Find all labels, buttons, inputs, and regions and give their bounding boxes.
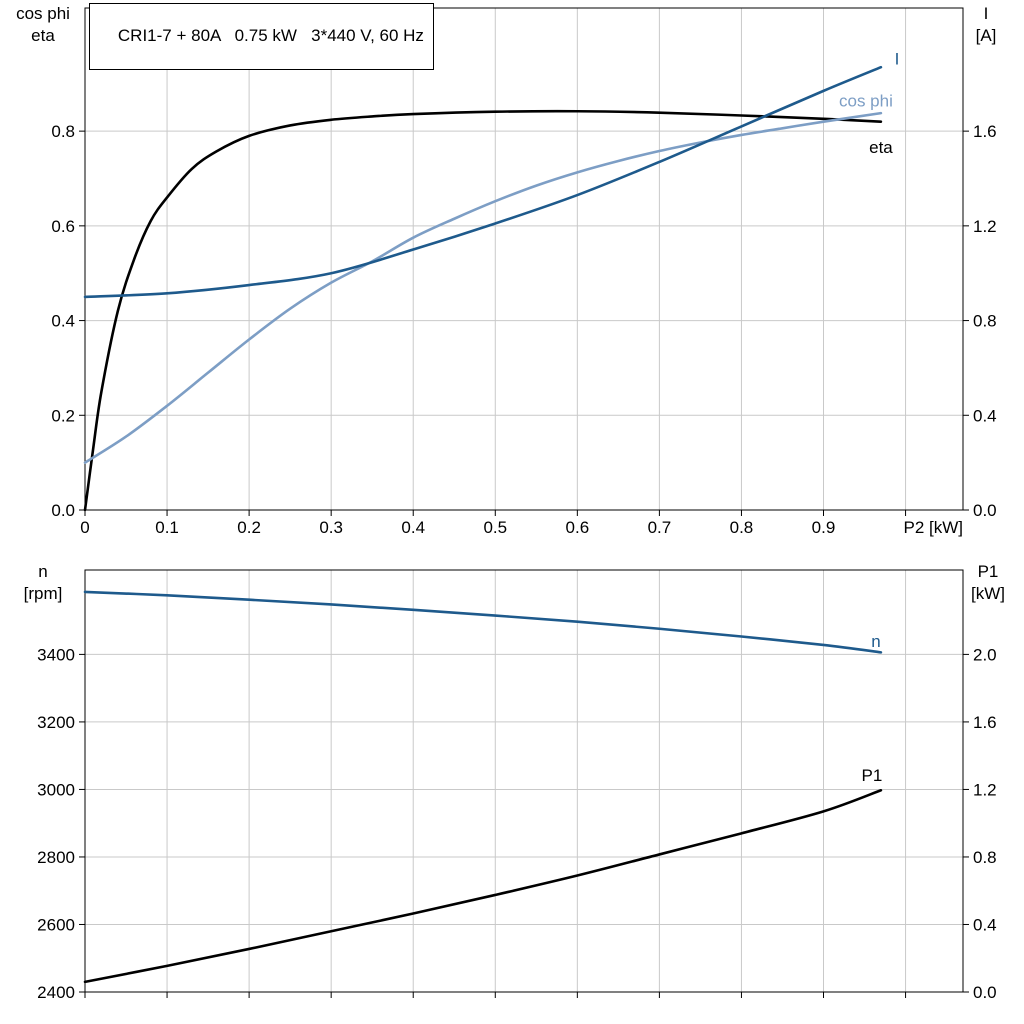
curve-cos-phi (83, 111, 883, 464)
top-left-axis-title: cos phi eta (2, 3, 84, 47)
curve-label-n: n (871, 632, 880, 651)
right-tick-label: 0.4 (973, 406, 997, 425)
right-tick-label: 1.6 (973, 122, 997, 141)
x-tick-label: 0.7 (648, 518, 672, 537)
bottom-right-axis-title: P1 [kW] (960, 561, 1016, 605)
right-tick-label: 0.4 (973, 915, 997, 934)
curve-label-cos-phi: cos phi (839, 92, 893, 111)
left-tick-label: 2800 (37, 848, 75, 867)
x-tick-label: 0.2 (237, 518, 261, 537)
left-tick-label: 0.2 (51, 406, 75, 425)
chart-title-box: CRI1-7 + 80A 0.75 kW 3*440 V, 60 Hz (89, 3, 434, 70)
left-tick-label: 3200 (37, 713, 75, 732)
tick-labels: 0.0 0.2 0.4 0.6 0.8 0.0 0.4 0.8 1.2 1.6 0 0.1 0.2 0.3… (51, 122, 996, 537)
x-tick-label: 0 (80, 518, 89, 537)
bottom-right-axis-title-line1: P1 (977, 562, 999, 581)
left-tick-label: 0.6 (51, 217, 75, 236)
curve-eta (83, 109, 883, 512)
x-tick-label: 0.9 (812, 518, 836, 537)
top-right-axis-title: I [A] (963, 3, 1009, 47)
curve-label-P1: P1 (862, 766, 883, 785)
left-tick-label: 0.0 (51, 501, 75, 520)
curve-n (83, 590, 883, 654)
right-tick-label: 1.6 (973, 713, 997, 732)
left-tick-label: 2600 (37, 915, 75, 934)
top-right-axis-title-line2: [A] (975, 26, 997, 45)
top-right-axis-title-line1: I (983, 4, 989, 23)
top-left-axis-title-line1: cos phi (16, 4, 70, 23)
bottom-right-axis-title-line2: [kW] (971, 584, 1005, 603)
x-axis-label: P2 [kW] (903, 518, 963, 537)
x-tick-label: 0.4 (401, 518, 425, 537)
gridlines (85, 8, 963, 510)
right-tick-label: 1.2 (973, 780, 997, 799)
chart-1: n P1 2400 2600 2800 3000 3200 3400 0.0 0.4 0.8 1.2 1… (37, 569, 997, 1002)
tick-marks (79, 653, 969, 998)
tick-marks (79, 130, 969, 516)
chart-0: eta cos phi I 0.0 0.2 0.4 0.6 0.8 0.0 0.4 0.8 1.2 1.… (51, 7, 997, 537)
right-tick-label: 0.0 (973, 983, 997, 1002)
curve-label-eta: eta (869, 138, 893, 157)
curve-label-I: I (895, 50, 900, 69)
right-tick-label: 0.0 (973, 501, 997, 520)
right-tick-label: 0.8 (973, 848, 997, 867)
x-tick-label: 0.3 (319, 518, 343, 537)
plot-frame (84, 7, 964, 511)
curve-I (83, 65, 883, 299)
left-tick-label: 0.4 (51, 312, 75, 331)
bottom-left-axis-title: n [rpm] (2, 561, 84, 605)
top-left-axis-title-line2: eta (31, 26, 55, 45)
bottom-left-axis-title-line2: [rpm] (23, 584, 63, 603)
left-tick-label: 3400 (37, 645, 75, 664)
x-tick-label: 0.6 (566, 518, 590, 537)
gridlines (85, 570, 963, 992)
left-tick-label: 3000 (37, 780, 75, 799)
chart-title: CRI1-7 + 80A 0.75 kW 3*440 V, 60 Hz (117, 26, 424, 45)
plot-frame (84, 569, 964, 993)
x-tick-label: 0.8 (730, 518, 754, 537)
curve-P1 (83, 788, 883, 984)
curves (83, 65, 883, 512)
left-tick-label: 2400 (37, 983, 75, 1002)
right-tick-label: 2.0 (973, 645, 997, 664)
bottom-left-axis-title-line1: n (38, 562, 48, 581)
right-tick-label: 0.8 (973, 312, 997, 331)
right-tick-label: 1.2 (973, 217, 997, 236)
curves (83, 590, 883, 984)
tick-labels: 2400 2600 2800 3000 3200 3400 0.0 0.4 0.8 1.2 1.6 2… (37, 645, 996, 1002)
x-tick-label: 0.5 (483, 518, 507, 537)
left-tick-label: 0.8 (51, 122, 75, 141)
x-tick-label: 0.1 (155, 518, 179, 537)
